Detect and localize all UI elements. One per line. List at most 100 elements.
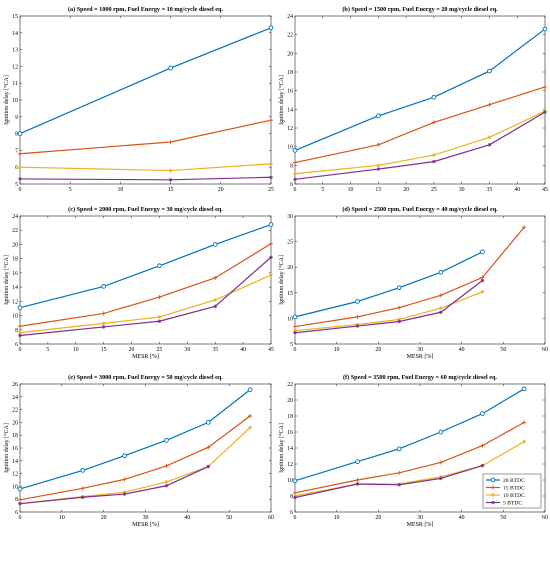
data-point-5-btdc	[18, 333, 22, 338]
data-point-10-btdc	[248, 425, 252, 430]
y-tick-label: 5	[15, 182, 18, 188]
data-point-20-btdc	[521, 386, 527, 392]
data-point-15-btdc	[122, 477, 127, 482]
y-tick-label: 14	[12, 31, 18, 37]
plot-frame	[19, 215, 272, 345]
data-point-20-btdc	[205, 420, 211, 425]
x-tick-label: 20	[129, 347, 135, 353]
data-point-20-btdc	[247, 387, 253, 393]
y-axis-label: Ignition delay [°CA]	[3, 75, 10, 125]
legend-label-20-btdc: 20 BTDC	[503, 478, 525, 484]
y-tick-label: 6	[290, 182, 293, 188]
chart-panel-4: (d) Speed = 2500 rpm, Fuel Energy = 40 m…	[278, 206, 548, 360]
chart-panel-5: (e) Speed = 3000 rpm, Fuel Energy = 50 m…	[3, 374, 274, 528]
data-point-5-btdc	[157, 319, 162, 324]
data-point-5-btdc	[439, 476, 443, 481]
series-line-15-btdc	[19, 119, 272, 155]
data-point-10-btdc	[269, 162, 273, 166]
data-point-20-btdc	[438, 429, 444, 435]
y-axis-label: Ignition delay [°CA]	[278, 255, 285, 305]
data-point-5-btdc	[480, 278, 485, 283]
data-point-15-btdc	[438, 460, 443, 465]
data-point-20-btdc	[268, 25, 274, 31]
y-axis-label: Ignition delay [°CA]	[3, 255, 10, 305]
x-axis-label: MESR [%]	[407, 354, 434, 360]
chart-panel-2: (b) Speed = 1500 rpm, Fuel Energy = 20 m…	[278, 6, 548, 193]
series-line-20-btdc	[294, 28, 546, 151]
x-tick-label: 0	[19, 187, 22, 193]
data-point-5-btdc	[164, 483, 169, 488]
y-tick-label: 18	[287, 414, 293, 420]
series-line-10-btdc	[294, 291, 483, 332]
y-tick-label: 22	[287, 33, 293, 39]
data-point-10-btdc	[18, 330, 22, 335]
data-point-10-btdc	[213, 298, 218, 302]
x-tick-label: 5	[46, 347, 49, 353]
y-tick-label: 15	[12, 14, 18, 20]
y-tick-label: 10	[12, 484, 18, 490]
x-tick-label: 20	[375, 347, 381, 353]
legend-label-10-btdc: 10 BTDC	[503, 493, 525, 499]
data-point-10-btdc	[432, 153, 436, 157]
y-axis-label: Ignition delay [°CA]	[278, 75, 285, 125]
y-tick-label: 20	[287, 398, 293, 404]
series-line-5-btdc	[294, 111, 546, 180]
data-point-20-btdc	[17, 305, 23, 311]
data-point-15-btdc	[480, 443, 485, 448]
x-tick-label: 30	[417, 515, 423, 521]
x-tick-label: 35	[212, 347, 218, 353]
y-tick-label: 14	[12, 285, 18, 291]
y-tick-label: 12	[287, 462, 293, 468]
legend-label-5-btdc: 5 BTDC	[503, 501, 522, 507]
x-tick-label: 0	[294, 515, 297, 521]
panel-title: (d) Speed = 2500 rpm, Fuel Energy = 40 m…	[342, 206, 498, 213]
series-line-15-btdc	[294, 86, 546, 164]
y-tick-label: 26	[12, 382, 18, 388]
data-point-5-btdc	[293, 330, 297, 335]
data-point-15-btdc	[543, 84, 547, 89]
y-tick-label: 5	[290, 342, 293, 348]
y-tick-label: 8	[15, 328, 18, 334]
data-point-15-btdc	[355, 478, 360, 482]
x-tick-label: 0	[19, 515, 22, 521]
chart-panel-3: (c) Speed = 2000 rpm, Fuel Energy = 30 m…	[3, 206, 274, 360]
x-tick-label: 30	[184, 347, 190, 353]
x-tick-label: 5	[69, 187, 72, 193]
data-point-20-btdc	[396, 285, 402, 291]
x-tick-label: 10	[118, 187, 124, 193]
y-tick-label: 24	[12, 214, 18, 220]
y-tick-label: 16	[287, 430, 293, 436]
data-point-10-btdc	[164, 480, 169, 484]
y-tick-label: 12	[12, 299, 18, 305]
x-tick-label: 45	[542, 187, 548, 193]
x-tick-label: 10	[348, 187, 354, 193]
y-tick-label: 24	[287, 14, 293, 20]
data-point-5-btdc	[269, 255, 273, 260]
data-point-15-btdc	[164, 463, 169, 468]
y-tick-label: 22	[287, 382, 293, 388]
x-tick-label: 50	[500, 347, 506, 353]
data-point-20-btdc	[17, 486, 23, 492]
series-line-5-btdc	[19, 176, 272, 181]
data-point-5-btdc	[487, 143, 492, 147]
data-point-15-btdc	[293, 490, 297, 495]
data-point-10-btdc	[439, 306, 443, 310]
data-point-15-btdc	[431, 120, 436, 125]
y-tick-label: 10	[287, 316, 293, 322]
x-tick-label: 15	[168, 187, 174, 193]
data-point-20-btdc	[292, 478, 298, 484]
y-tick-label: 9	[15, 115, 18, 121]
series-line-5-btdc	[294, 465, 483, 499]
x-tick-label: 50	[500, 515, 506, 521]
x-tick-label: 30	[417, 347, 423, 353]
y-tick-label: 10	[287, 145, 293, 151]
data-point-15-btdc	[18, 151, 22, 156]
data-point-5-btdc	[168, 178, 173, 182]
data-point-5-btdc	[101, 325, 106, 329]
x-tick-label: 60	[542, 347, 548, 353]
y-tick-label: 22	[12, 228, 18, 234]
x-tick-label: 60	[542, 515, 548, 521]
data-point-20-btdc	[292, 314, 298, 320]
y-tick-label: 15	[287, 291, 293, 297]
series-line-15-btdc	[294, 421, 525, 494]
